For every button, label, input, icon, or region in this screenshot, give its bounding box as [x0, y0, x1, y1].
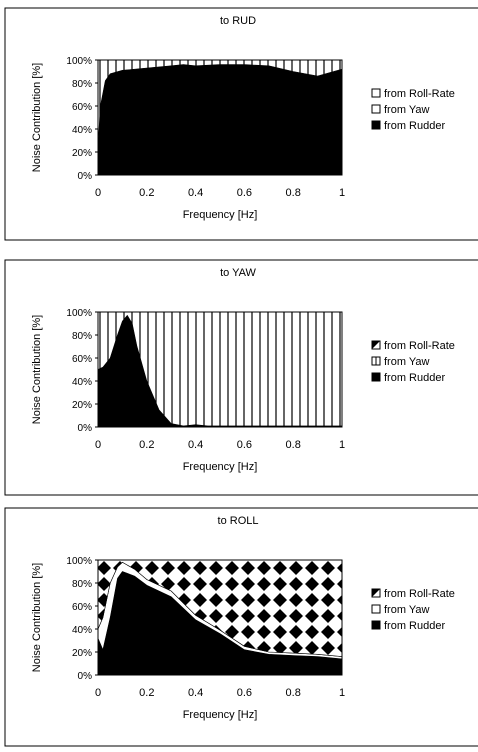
- y-tick-label: 40%: [72, 377, 92, 388]
- x-tick-label: 0: [95, 187, 101, 199]
- legend-swatch-from-yaw: [371, 104, 381, 114]
- y-tick-label: 100%: [66, 556, 92, 567]
- y-tick-label: 20%: [72, 648, 92, 659]
- legend-label: from Yaw: [384, 604, 429, 616]
- x-tick-label: 0: [95, 439, 101, 451]
- legend-swatch-from-roll-rate: [371, 340, 381, 350]
- y-tick-label: 20%: [72, 400, 92, 411]
- x-axis-label: Frequency [Hz]: [183, 461, 258, 473]
- legend-label: from Roll-Rate: [384, 340, 455, 352]
- x-tick-label: 0.8: [286, 439, 301, 451]
- y-tick-label: 60%: [72, 602, 92, 613]
- y-tick-label: 0%: [78, 423, 93, 434]
- x-axis-label: Frequency [Hz]: [183, 209, 258, 221]
- x-tick-label: 0.8: [286, 687, 301, 699]
- panel-frame: [4, 259, 478, 496]
- legend-swatch-from-rudder: [371, 620, 381, 630]
- plot-area-border: [97, 59, 343, 176]
- y-tick-label: 80%: [72, 331, 92, 342]
- legend-label: from Rudder: [384, 372, 445, 384]
- x-tick-label: 0.4: [188, 439, 203, 451]
- legend-swatch-fill: [372, 589, 380, 597]
- legend-label: from Rudder: [384, 120, 445, 132]
- y-tick-label: 0%: [78, 171, 93, 182]
- legend-swatch-from-roll-rate: [371, 588, 381, 598]
- legend-label: from Yaw: [384, 104, 429, 116]
- x-tick-label: 0.6: [237, 439, 252, 451]
- legend-label: from Rudder: [384, 620, 445, 632]
- x-tick-label: 0: [95, 687, 101, 699]
- x-tick-label: 0.4: [188, 687, 203, 699]
- legend-label: from Yaw: [384, 356, 429, 368]
- legend-label: from Roll-Rate: [384, 88, 455, 100]
- legend-swatch-from-rudder: [371, 372, 381, 382]
- x-tick-label: 0.2: [139, 439, 154, 451]
- y-tick-label: 80%: [72, 579, 92, 590]
- chart-title: to YAW: [220, 267, 256, 279]
- y-tick-label: 0%: [78, 671, 93, 682]
- legend-swatch-from-rudder: [371, 120, 381, 130]
- y-tick-label: 100%: [66, 56, 92, 67]
- y-axis-label: Noise Contribution [%]: [31, 563, 43, 672]
- x-tick-label: 0.4: [188, 187, 203, 199]
- y-axis-label: Noise Contribution [%]: [31, 63, 43, 172]
- chart-3: to ROLL 0% 20% 40% 60% 80% 100% 0 0.2 0.4 0.6 0.8 1 F…: [4, 507, 478, 747]
- chart-2: to YAW 0% 20% 40% 60% 80% 100% 0 0.2 0.4 0.6 0.8 1 Fr…: [4, 259, 478, 496]
- plot-area-border: [97, 311, 343, 428]
- y-axis-label: Noise Contribution [%]: [31, 315, 43, 424]
- legend-swatch-from-roll-rate: [371, 88, 381, 98]
- x-tick-label: 0.6: [237, 687, 252, 699]
- legend-swatch-fill: [372, 341, 380, 349]
- legend-swatch-from-yaw: [371, 604, 381, 614]
- legend-swatch-from-yaw: [371, 356, 381, 366]
- x-tick-label: 0.2: [139, 687, 154, 699]
- y-tick-label: 40%: [72, 625, 92, 636]
- legend-label: from Roll-Rate: [384, 588, 455, 600]
- chart-title: to RUD: [220, 15, 256, 27]
- x-tick-label: 0.8: [286, 187, 301, 199]
- panel-frame: [4, 507, 478, 747]
- y-tick-label: 100%: [66, 308, 92, 319]
- y-tick-label: 20%: [72, 148, 92, 159]
- chart-title: to ROLL: [218, 515, 259, 527]
- x-tick-label: 0.6: [237, 187, 252, 199]
- x-tick-label: 1: [339, 439, 345, 451]
- y-tick-label: 60%: [72, 354, 92, 365]
- y-tick-label: 40%: [72, 125, 92, 136]
- chart-1: to RUD 0% 20% 40% 60% 80% 100% 0 0.2 0.4 0.6 0.8 1 Fr…: [4, 7, 478, 241]
- area-from-rudder: [97, 64, 343, 176]
- x-tick-label: 1: [339, 687, 345, 699]
- plot-area-border: [97, 559, 343, 676]
- x-axis-label: Frequency [Hz]: [183, 709, 258, 721]
- x-tick-label: 0.2: [139, 187, 154, 199]
- y-tick-label: 60%: [72, 102, 92, 113]
- y-tick-label: 80%: [72, 79, 92, 90]
- panel-frame: [4, 7, 478, 241]
- x-tick-label: 1: [339, 187, 345, 199]
